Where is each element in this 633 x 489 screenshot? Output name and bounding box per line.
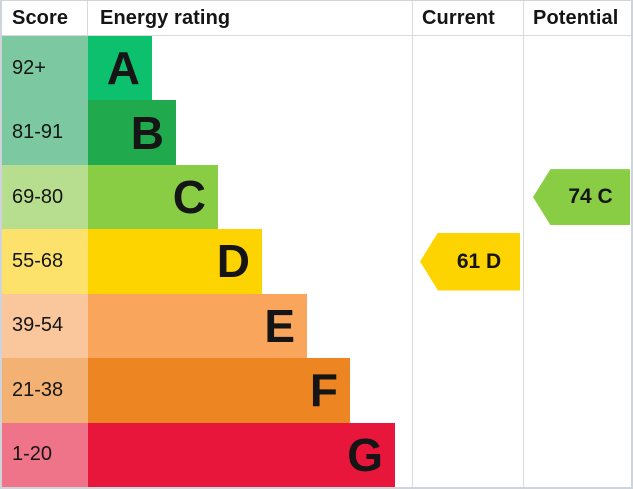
- rating-row: 21-38 F: [2, 358, 631, 423]
- rating-rows: 92+ A 81-91 B 69-80 C 55-68 D 39-54: [2, 36, 631, 487]
- current-rating-arrow: 61 D: [420, 232, 520, 291]
- divider-potential-column: [523, 1, 524, 487]
- rating-bar: F: [88, 358, 350, 423]
- rating-letter: D: [216, 235, 250, 288]
- rating-letter: E: [264, 299, 295, 352]
- rating-row: 69-80 C: [2, 164, 631, 230]
- header-score: Score: [2, 1, 88, 35]
- potential-rating-label: 74 C: [568, 185, 613, 209]
- score-range: 69-80: [2, 164, 88, 230]
- rating-letter: B: [130, 106, 164, 159]
- chart-header-row: Score Energy rating Current Potential: [2, 1, 631, 36]
- header-current: Current: [422, 6, 495, 29]
- current-rating-label: 61 D: [456, 249, 502, 273]
- potential-rating-arrow: 74 C: [533, 169, 630, 226]
- score-range: 1-20: [2, 422, 88, 487]
- score-range: 81-91: [2, 100, 88, 165]
- rating-bar: A: [88, 36, 152, 101]
- rating-row: 1-20 G: [2, 422, 631, 487]
- rating-letter: G: [347, 428, 383, 481]
- rating-letter: A: [106, 42, 140, 95]
- score-range: 55-68: [2, 229, 88, 294]
- rating-bar: G: [88, 422, 395, 487]
- score-range: 39-54: [2, 293, 88, 359]
- rating-bar: B: [88, 100, 176, 165]
- header-energy-rating: Energy rating: [100, 6, 231, 29]
- divider-current-column: [412, 1, 413, 487]
- rating-row: 81-91 B: [2, 100, 631, 165]
- rating-bar: C: [88, 164, 218, 230]
- score-range: 21-38: [2, 358, 88, 423]
- rating-row: 92+ A: [2, 36, 631, 101]
- rating-row: 39-54 E: [2, 293, 631, 359]
- rating-bar: D: [88, 229, 262, 294]
- rating-bar: E: [88, 293, 307, 359]
- rating-letter: C: [172, 171, 206, 224]
- rating-letter: F: [309, 364, 338, 417]
- rating-row: 55-68 D: [2, 229, 631, 294]
- score-range: 92+: [2, 36, 88, 101]
- header-potential: Potential: [533, 6, 619, 29]
